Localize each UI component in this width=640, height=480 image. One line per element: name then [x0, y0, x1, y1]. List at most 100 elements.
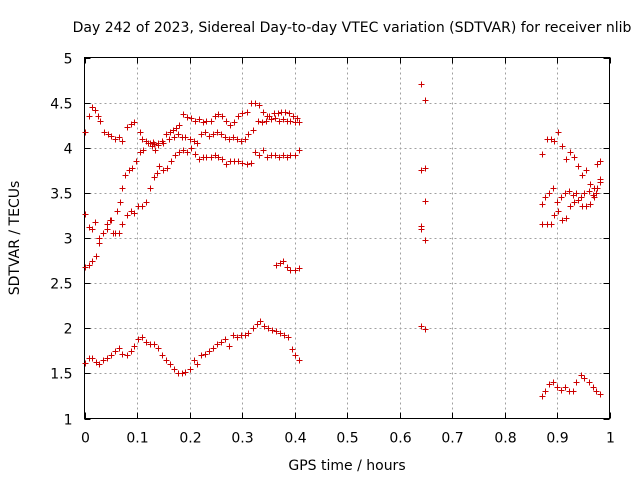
data-point — [559, 143, 566, 150]
data-point — [140, 147, 147, 154]
data-point — [289, 346, 296, 353]
data-point — [202, 351, 209, 358]
data-point — [119, 221, 126, 228]
data-point — [261, 323, 268, 330]
data-point — [273, 328, 280, 335]
y-tick-label: 3 — [64, 232, 73, 248]
data-point — [573, 379, 580, 386]
data-point — [86, 262, 93, 269]
data-point — [218, 131, 225, 138]
data-point — [100, 230, 107, 237]
data-point — [223, 161, 230, 168]
data-point — [245, 131, 252, 138]
data-point — [256, 152, 263, 159]
data-point — [551, 138, 558, 145]
data-point — [275, 110, 282, 117]
data-point — [175, 131, 182, 138]
data-point — [151, 341, 158, 348]
data-point — [92, 107, 99, 114]
data-point — [548, 221, 555, 228]
data-point — [235, 158, 242, 165]
data-points — [82, 81, 604, 400]
data-point — [89, 226, 96, 233]
data-point — [276, 154, 283, 161]
data-point — [117, 199, 124, 206]
data-point — [104, 355, 111, 362]
data-point — [135, 336, 142, 343]
data-point — [281, 332, 288, 339]
data-point — [542, 194, 549, 201]
data-point — [191, 357, 198, 364]
data-point — [124, 124, 131, 131]
data-point — [89, 355, 96, 362]
data-point — [154, 170, 161, 177]
data-point — [255, 118, 262, 125]
data-point — [82, 360, 89, 367]
data-point — [550, 379, 557, 386]
data-point — [248, 160, 255, 167]
data-point — [112, 136, 119, 143]
x-tick-label: 0 — [81, 431, 90, 447]
data-point — [418, 323, 425, 330]
data-point — [227, 122, 234, 129]
data-point — [131, 210, 138, 217]
data-point — [546, 381, 553, 388]
data-point — [179, 370, 186, 377]
data-point — [208, 118, 215, 125]
data-point — [133, 158, 140, 165]
data-point — [567, 203, 574, 210]
data-point — [571, 154, 578, 161]
data-point — [223, 118, 230, 125]
data-point — [252, 149, 259, 156]
data-point — [583, 167, 590, 174]
data-point — [238, 138, 245, 145]
data-point — [208, 154, 215, 161]
data-point — [93, 253, 100, 260]
y-tick-label: 4.5 — [50, 97, 72, 113]
data-point — [594, 161, 601, 168]
data-point — [593, 190, 600, 197]
data-point — [171, 366, 178, 373]
data-point — [573, 190, 580, 197]
data-point — [112, 348, 119, 355]
data-point — [593, 388, 600, 395]
data-point — [163, 357, 170, 364]
data-point — [226, 136, 233, 143]
x-tick-label: 0.8 — [494, 431, 516, 447]
x-tick-label: 0.2 — [179, 431, 201, 447]
data-point — [210, 345, 217, 352]
y-axis-label: SDTVAR / TECUs — [7, 181, 23, 296]
x-tick-label: 0.7 — [441, 431, 463, 447]
data-point — [214, 341, 221, 348]
data-point — [147, 185, 154, 192]
data-point — [187, 366, 194, 373]
data-point — [116, 134, 123, 141]
data-point — [145, 140, 152, 147]
data-point — [92, 219, 99, 226]
data-point — [272, 152, 279, 159]
data-point — [284, 264, 291, 271]
data-point — [206, 348, 213, 355]
data-point — [250, 127, 257, 134]
data-point — [101, 129, 108, 136]
data-point — [184, 114, 191, 121]
data-point — [152, 147, 159, 154]
y-tick-label: 2 — [64, 322, 73, 338]
data-point — [114, 208, 121, 215]
data-point — [269, 327, 276, 334]
data-point — [108, 133, 115, 140]
data-point — [119, 138, 126, 145]
data-point — [198, 352, 205, 359]
data-point — [89, 104, 96, 111]
data-point — [575, 163, 582, 170]
data-point — [159, 352, 166, 359]
data-point — [176, 149, 183, 156]
data-point — [119, 351, 126, 358]
data-point — [124, 352, 131, 359]
data-point — [539, 201, 546, 208]
data-point — [206, 133, 213, 140]
data-point — [539, 151, 546, 158]
data-point — [277, 330, 284, 337]
x-tick-labels: 0 0.1 0.2 0.3 0.4 0.5 0.6 0.7 0.8 0.9 1 — [81, 431, 615, 447]
